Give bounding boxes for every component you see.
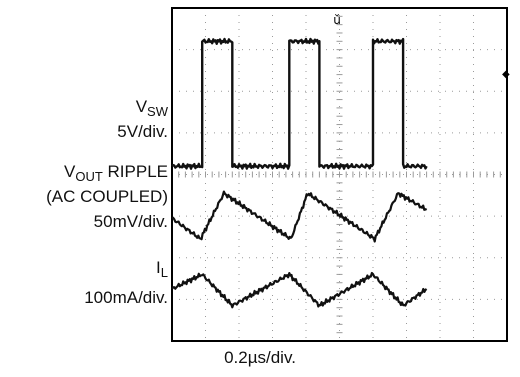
vsw-label: VSW (135, 97, 168, 119)
vsw-scale: 5V/div. (117, 122, 168, 141)
vsw-name: V (135, 97, 148, 116)
vout-name: V (64, 162, 76, 181)
vout-scale: 50mV/div. (93, 212, 168, 231)
level-marker-icon: ◆ (502, 69, 510, 80)
il-scale: 100mA/div. (84, 288, 168, 307)
traces (171, 37, 428, 309)
time-scale-label: 0.2µs/div. (224, 348, 296, 367)
trigger-marker-icon: ŭ (333, 13, 341, 27)
vout-ripple-trace (171, 190, 428, 243)
vout-coupling: (AC COUPLED) (46, 187, 168, 206)
vsw-trace (171, 37, 428, 170)
plot-frame (171, 7, 508, 342)
il-subscript: L (160, 265, 168, 280)
vout-name-rest: RIPPLE (102, 162, 168, 181)
graticule (171, 7, 508, 342)
vsw-subscript: SW (147, 104, 168, 119)
il-label: IL (156, 258, 168, 280)
il-name: I (156, 258, 161, 277)
il-trace (171, 271, 428, 309)
vout-label: VOUT RIPPLE (64, 162, 168, 184)
vout-subscript: OUT (75, 169, 103, 184)
